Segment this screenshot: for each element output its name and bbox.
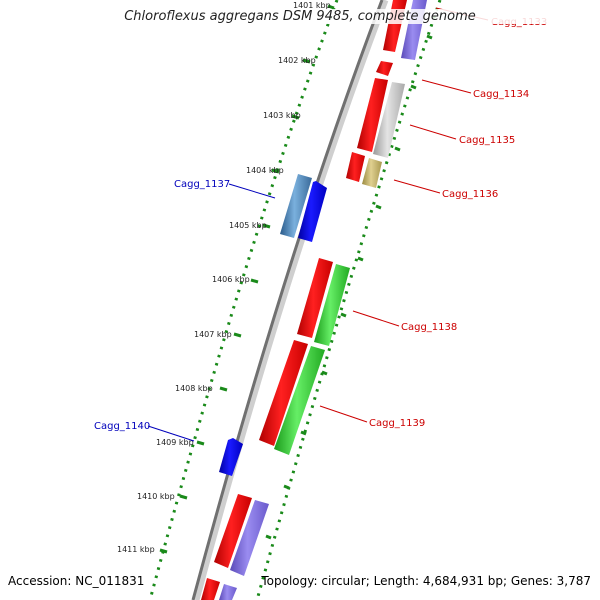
tick-label: 1403 kbp	[263, 111, 301, 120]
gene-label[interactable]: Cagg_1138	[401, 322, 457, 333]
tick-labels: 1401 kbp 1402 kbp 1403 kbp 1404 kbp 1405…	[117, 1, 331, 554]
tick-label: 1409 kbp	[156, 438, 194, 447]
outer-dotted-track	[255, 0, 442, 600]
gene-arrow[interactable]	[214, 494, 252, 568]
genome-summary: Topology: circular; Length: 4,684,931 bp…	[261, 574, 591, 588]
genome-backbone	[191, 0, 384, 600]
gene-label[interactable]: Cagg_1134	[473, 89, 529, 100]
tick-label: 1404 kbp	[246, 166, 284, 175]
gene-arrow[interactable]	[357, 78, 388, 152]
gene-arrow[interactable]	[219, 584, 237, 600]
gene-label[interactable]: Cagg_1139	[369, 418, 425, 429]
tick-label: 1406 kbp	[212, 275, 250, 284]
gene-arrow[interactable]	[201, 578, 220, 600]
gene-arrow[interactable]	[219, 438, 243, 476]
gene-label[interactable]: Cagg_1136	[442, 189, 498, 200]
map-title: Chloroflexus aggregans DSM 9485, complet…	[0, 9, 600, 24]
tick-label: 1405 kbp	[229, 221, 267, 230]
tick-label: 1402 kbp	[278, 56, 316, 65]
gene-arrow[interactable]	[274, 346, 325, 455]
gene-label[interactable]: Cagg_1137	[174, 179, 230, 190]
gene-arrow[interactable]	[280, 174, 312, 238]
reverse-features	[219, 174, 327, 476]
gene-arrow[interactable]	[297, 258, 333, 338]
gene-arrow[interactable]	[362, 158, 382, 188]
tick-label: 1411 kbp	[117, 545, 155, 554]
tick-label: 1407 kbp	[194, 330, 232, 339]
outer-tick-marks	[265, 34, 433, 540]
gene-arrow[interactable]	[298, 181, 327, 242]
gene-arrow[interactable]	[373, 82, 405, 158]
gene-labels: Cagg_1133 Cagg_1134 Cagg_1135 Cagg_1136 …	[94, 17, 547, 432]
accession-label: Accession: NC_011831	[8, 574, 145, 588]
tick-label: 1401 kbp	[293, 1, 331, 10]
tick-marks	[159, 4, 335, 554]
gene-arrow[interactable]	[259, 340, 308, 446]
gene-label[interactable]: Cagg_1135	[459, 135, 515, 146]
inner-dotted-track	[148, 0, 339, 600]
gene-arrow[interactable]	[376, 61, 393, 76]
gene-arrow[interactable]	[346, 152, 365, 182]
label-leader-lines	[147, 7, 489, 442]
gene-arrow[interactable]	[314, 264, 350, 346]
gene-label[interactable]: Cagg_1140	[94, 421, 150, 432]
tick-label: 1408 kbp	[175, 384, 213, 393]
forward-features	[201, 0, 427, 600]
genome-backbone-shadow	[192, 0, 389, 600]
gene-arrow[interactable]	[383, 0, 407, 52]
gene-arrow[interactable]	[230, 500, 269, 576]
tick-label: 1410 kbp	[137, 492, 175, 501]
